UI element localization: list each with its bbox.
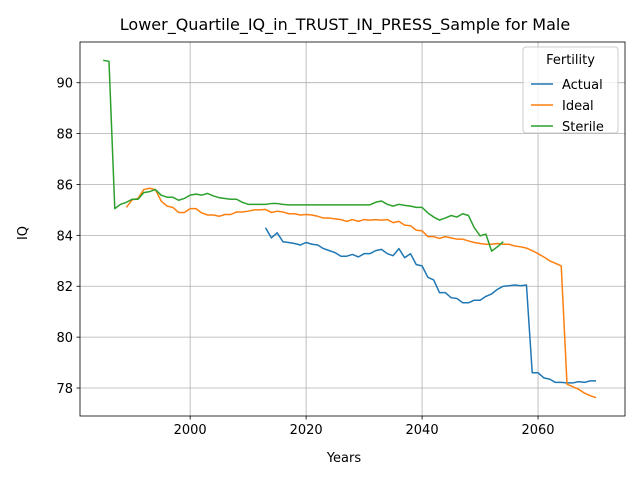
legend-label-ideal: Ideal <box>562 99 594 114</box>
axes-frame <box>79 41 626 417</box>
x-tick-label: 2000 <box>174 423 207 438</box>
legend-box <box>522 46 619 134</box>
series-line-sterile <box>103 59 504 252</box>
legend-label-sterile: Sterile <box>562 120 604 135</box>
legend: Fertility Actual Ideal Sterile <box>522 46 619 135</box>
y-axis-label: IQ <box>16 226 31 240</box>
chart-title: Lower_Quartile_IQ_in_TRUST_IN_PRESS_Samp… <box>120 15 570 35</box>
y-tick-label: 90 <box>56 77 73 92</box>
y-tick-label: 80 <box>56 331 73 346</box>
y-tick-label: 78 <box>56 382 73 397</box>
x-tick-label: 2060 <box>521 423 554 438</box>
legend-title: Fertility <box>546 53 595 68</box>
x-tick-label: 2040 <box>406 423 439 438</box>
x-tick-label: 2020 <box>290 423 323 438</box>
series-line-ideal <box>125 187 597 399</box>
series-line-actual <box>264 227 597 384</box>
y-tick-label: 86 <box>56 178 73 193</box>
legend-label-actual: Actual <box>562 78 603 93</box>
y-tick-label: 84 <box>56 229 73 244</box>
x-axis-label: Years <box>326 451 362 466</box>
y-tick-label: 88 <box>56 128 73 143</box>
y-tick-label: 82 <box>56 280 73 295</box>
